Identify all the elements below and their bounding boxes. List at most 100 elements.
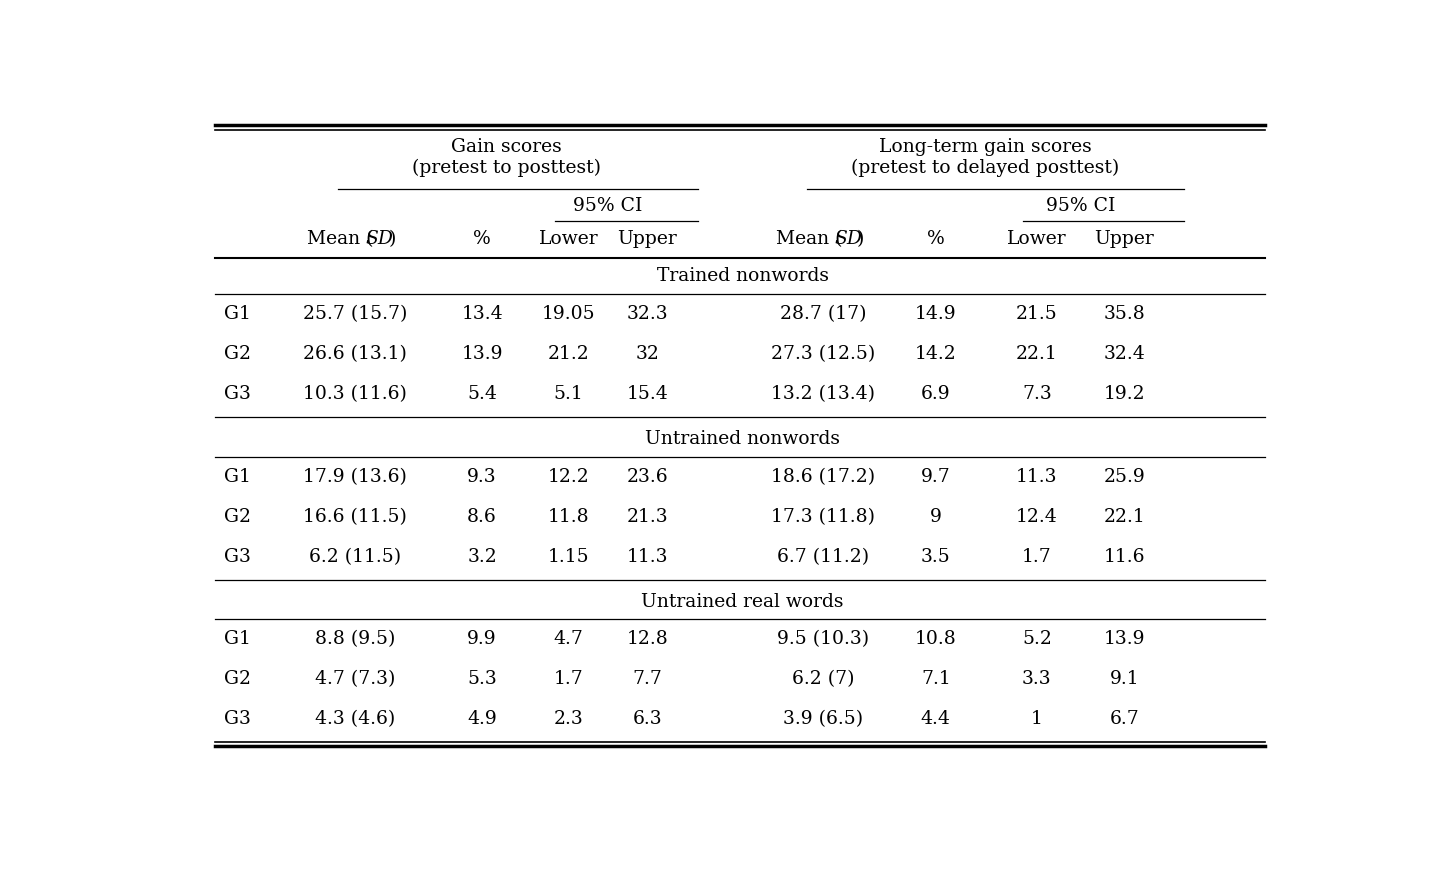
Text: G2: G2 [223,508,251,526]
Text: 3.3: 3.3 [1022,670,1052,688]
Text: 13.4: 13.4 [461,305,503,323]
Text: 9.7: 9.7 [922,468,951,486]
Text: 6.2 (11.5): 6.2 (11.5) [309,547,401,565]
Text: 4.4: 4.4 [920,711,951,728]
Text: 11.8: 11.8 [548,508,590,526]
Text: Upper: Upper [617,229,677,247]
Text: 3.5: 3.5 [922,547,951,565]
Text: 4.3 (4.6): 4.3 (4.6) [314,711,396,728]
Text: 17.3 (11.8): 17.3 (11.8) [771,508,875,526]
Text: G2: G2 [223,670,251,688]
Text: 12.4: 12.4 [1016,508,1058,526]
Text: 27.3 (12.5): 27.3 (12.5) [771,345,875,363]
Text: 17.9 (13.6): 17.9 (13.6) [303,468,407,486]
Text: 32.4: 32.4 [1104,345,1145,363]
Text: 3.9 (6.5): 3.9 (6.5) [784,711,864,728]
Text: 4.9: 4.9 [467,711,497,728]
Text: 6.9: 6.9 [922,385,951,403]
Text: G3: G3 [223,547,251,565]
Text: 4.7: 4.7 [554,631,584,649]
Text: 5.2: 5.2 [1022,631,1052,649]
Text: 9.3: 9.3 [467,468,497,486]
Text: 6.7 (11.2): 6.7 (11.2) [778,547,869,565]
Text: SD: SD [835,229,862,247]
Text: 3.2: 3.2 [467,547,497,565]
Text: 95% CI: 95% CI [574,197,642,215]
Text: 21.2: 21.2 [548,345,590,363]
Text: 5.4: 5.4 [467,385,497,403]
Text: 35.8: 35.8 [1104,305,1145,323]
Text: Mean (: Mean ( [307,229,374,247]
Text: 9.5 (10.3): 9.5 (10.3) [778,631,869,649]
Text: 28.7 (17): 28.7 (17) [780,305,867,323]
Text: 12.8: 12.8 [626,631,668,649]
Text: 21.3: 21.3 [626,508,668,526]
Text: 2.3: 2.3 [554,711,584,728]
Text: 13.2 (13.4): 13.2 (13.4) [771,385,875,403]
Text: G2: G2 [223,345,251,363]
Text: 7.3: 7.3 [1022,385,1052,403]
Text: Trained nonwords: Trained nonwords [656,267,829,285]
Text: 11.3: 11.3 [1016,468,1058,486]
Text: 23.6: 23.6 [626,468,668,486]
Text: 8.8 (9.5): 8.8 (9.5) [314,631,396,649]
Text: Untrained real words: Untrained real words [642,592,843,610]
Text: 19.2: 19.2 [1104,385,1145,403]
Text: G3: G3 [223,711,251,728]
Text: Long-term gain scores
(pretest to delayed posttest): Long-term gain scores (pretest to delaye… [851,138,1119,177]
Text: 6.3: 6.3 [632,711,662,728]
Text: 9.9: 9.9 [467,631,497,649]
Text: 26.6 (13.1): 26.6 (13.1) [303,345,407,363]
Text: 11.6: 11.6 [1104,547,1145,565]
Text: Untrained nonwords: Untrained nonwords [645,430,840,448]
Text: 6.7: 6.7 [1110,711,1139,728]
Text: Upper: Upper [1094,229,1155,247]
Text: 19.05: 19.05 [542,305,596,323]
Text: G1: G1 [223,305,251,323]
Text: 14.2: 14.2 [914,345,956,363]
Text: 1.7: 1.7 [1022,547,1052,565]
Text: G3: G3 [223,385,251,403]
Text: Mean (: Mean ( [775,229,842,247]
Text: 22.1: 22.1 [1016,345,1058,363]
Text: 22.1: 22.1 [1104,508,1145,526]
Text: 8.6: 8.6 [467,508,497,526]
Text: 14.9: 14.9 [914,305,956,323]
Text: 32: 32 [635,345,659,363]
Text: ): ) [856,229,864,247]
Text: 6.2 (7): 6.2 (7) [793,670,855,688]
Text: 18.6 (17.2): 18.6 (17.2) [771,468,875,486]
Text: 21.5: 21.5 [1016,305,1058,323]
Text: 4.7 (7.3): 4.7 (7.3) [314,670,396,688]
Text: 10.3 (11.6): 10.3 (11.6) [303,385,407,403]
Text: Gain scores
(pretest to posttest): Gain scores (pretest to posttest) [413,138,601,177]
Text: 95% CI: 95% CI [1046,197,1116,215]
Text: 16.6 (11.5): 16.6 (11.5) [303,508,407,526]
Text: 25.7 (15.7): 25.7 (15.7) [303,305,407,323]
Text: 9.1: 9.1 [1110,670,1139,688]
Text: SD: SD [365,229,394,247]
Text: Lower: Lower [1007,229,1066,247]
Text: 13.9: 13.9 [461,345,503,363]
Text: G1: G1 [223,468,251,486]
Text: %: % [927,229,945,247]
Text: G1: G1 [223,631,251,649]
Text: 1.15: 1.15 [548,547,590,565]
Text: 5.1: 5.1 [554,385,584,403]
Text: 15.4: 15.4 [626,385,668,403]
Text: 25.9: 25.9 [1104,468,1145,486]
Text: 1.7: 1.7 [554,670,584,688]
Text: 7.1: 7.1 [922,670,951,688]
Text: %: % [474,229,491,247]
Text: 7.7: 7.7 [632,670,662,688]
Text: 32.3: 32.3 [626,305,668,323]
Text: 5.3: 5.3 [467,670,497,688]
Text: 12.2: 12.2 [548,468,590,486]
Text: 10.8: 10.8 [914,631,956,649]
Text: 9: 9 [930,508,942,526]
Text: 11.3: 11.3 [626,547,668,565]
Text: Lower: Lower [539,229,598,247]
Text: 1: 1 [1030,711,1043,728]
Text: 13.9: 13.9 [1104,631,1145,649]
Text: ): ) [388,229,396,247]
